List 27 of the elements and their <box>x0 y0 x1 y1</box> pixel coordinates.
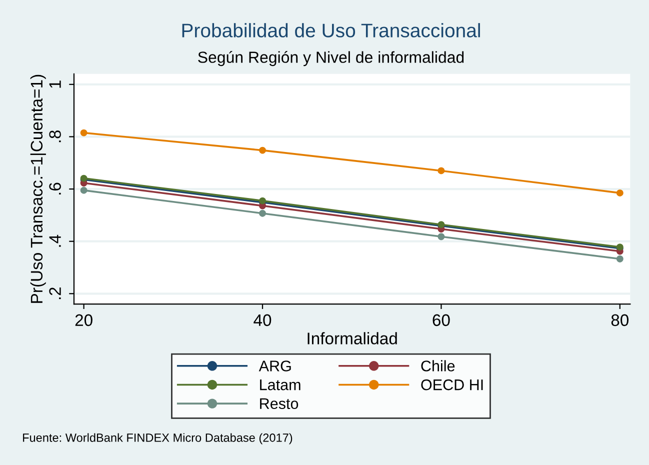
y-tick-label: .2 <box>49 288 61 300</box>
legend-label: Latam <box>260 380 300 390</box>
y-tick-label: .8 <box>49 130 61 142</box>
legend-label: Chile <box>421 360 455 372</box>
legend-label: Resto <box>260 398 298 410</box>
point <box>259 146 266 154</box>
point <box>616 189 624 196</box>
point <box>438 167 445 174</box>
legend-label: OECD HI <box>421 379 483 390</box>
y-tick-label: 1 <box>49 80 61 88</box>
y-tick-label: .6 <box>49 182 61 194</box>
point <box>616 255 624 262</box>
x-tick-label: 20 <box>75 314 92 326</box>
point <box>259 210 266 217</box>
chart-title: Probabilidad de Uso Transaccional <box>182 23 480 38</box>
y-tick-label: .4 <box>49 234 61 247</box>
x-tick-label: 60 <box>432 314 450 326</box>
legend-label: ARG <box>258 360 291 372</box>
y-axis-title: Pr(Uso Transacc.=1|Cuenta=1) <box>30 74 46 303</box>
x-tick-label: 80 <box>611 314 629 326</box>
chart-subtitle: Según Región y Nivel de informalidad <box>198 51 464 66</box>
x-tick-label: 40 <box>254 314 272 326</box>
point <box>438 233 445 240</box>
x-axis-title: Informalidad <box>308 332 397 344</box>
point <box>80 186 88 194</box>
source-note: Fuente: WorldBank FINDEX Micro Database (2017) <box>23 433 292 444</box>
point <box>80 129 88 136</box>
